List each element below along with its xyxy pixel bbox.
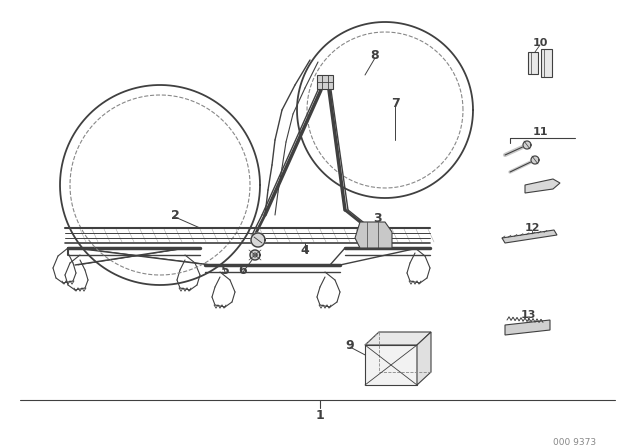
Text: 9: 9: [346, 339, 355, 352]
Polygon shape: [525, 179, 560, 193]
Polygon shape: [355, 222, 392, 248]
Polygon shape: [251, 233, 265, 247]
Text: 1: 1: [316, 409, 324, 422]
Text: 4: 4: [301, 244, 309, 257]
Polygon shape: [531, 156, 539, 164]
Text: 000 9373: 000 9373: [554, 438, 596, 447]
Polygon shape: [505, 320, 550, 335]
Polygon shape: [502, 230, 557, 243]
Text: 11: 11: [532, 127, 548, 137]
Text: 3: 3: [374, 211, 382, 224]
Text: 7: 7: [390, 96, 399, 109]
Polygon shape: [541, 49, 552, 77]
Polygon shape: [250, 250, 260, 260]
Text: 10: 10: [532, 38, 548, 48]
Polygon shape: [417, 332, 431, 385]
Polygon shape: [365, 332, 431, 345]
Text: 8: 8: [371, 48, 380, 61]
Polygon shape: [365, 345, 417, 385]
Polygon shape: [317, 75, 333, 89]
Polygon shape: [523, 141, 531, 149]
Text: 13: 13: [520, 310, 536, 320]
Text: 2: 2: [171, 208, 179, 221]
Text: 12: 12: [524, 223, 540, 233]
Text: 5: 5: [221, 263, 229, 276]
Text: 6: 6: [239, 263, 247, 276]
Polygon shape: [528, 52, 538, 74]
